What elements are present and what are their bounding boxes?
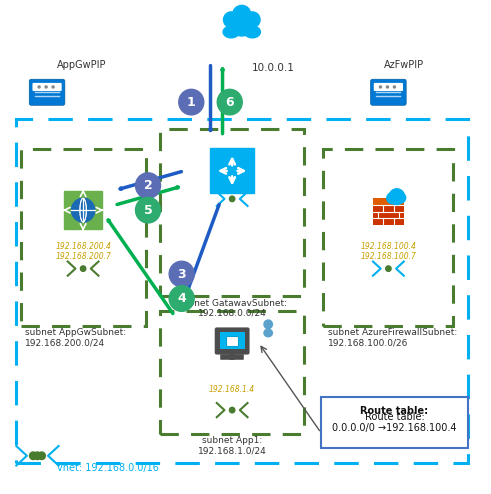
Circle shape [81, 266, 86, 271]
Text: 192.168.200.4
192.168.200.7: 192.168.200.4 192.168.200.7 [55, 242, 111, 261]
Circle shape [229, 408, 235, 413]
Text: Route table:: Route table: [360, 406, 429, 416]
Text: AzFwPIP: AzFwPIP [383, 60, 424, 70]
Circle shape [387, 193, 398, 204]
FancyBboxPatch shape [373, 198, 404, 205]
Text: subnet App1:
192.168.1.0/24: subnet App1: 192.168.1.0/24 [198, 436, 267, 455]
Circle shape [393, 86, 395, 88]
Circle shape [38, 86, 40, 88]
Text: 5: 5 [144, 204, 152, 217]
Text: 192.168.100.4
192.168.100.7: 192.168.100.4 192.168.100.7 [360, 242, 416, 261]
Text: 10.0.0.1: 10.0.0.1 [251, 63, 294, 73]
Text: AppGwPIP: AppGwPIP [56, 60, 106, 70]
Text: 1: 1 [187, 96, 195, 109]
Ellipse shape [244, 26, 260, 38]
Circle shape [38, 452, 45, 459]
Text: subnet AzureFirewallSubnet:
192.168.100.0/26: subnet AzureFirewallSubnet: 192.168.100.… [328, 328, 458, 347]
Circle shape [169, 286, 194, 311]
Text: Route table:
0.0.0.0/0 →192.168.100.4: Route table: 0.0.0.0/0 →192.168.100.4 [332, 412, 457, 433]
Circle shape [396, 193, 406, 203]
Circle shape [136, 173, 161, 199]
Text: vnet: 192.168.0.0/16: vnet: 192.168.0.0/16 [56, 463, 159, 473]
Circle shape [386, 266, 391, 271]
Ellipse shape [264, 329, 273, 337]
Circle shape [52, 86, 54, 88]
FancyBboxPatch shape [321, 397, 468, 449]
Circle shape [45, 86, 47, 88]
Circle shape [29, 452, 37, 459]
Circle shape [217, 89, 242, 115]
FancyBboxPatch shape [374, 83, 403, 91]
Text: 3: 3 [177, 268, 186, 281]
Circle shape [389, 189, 405, 205]
Circle shape [34, 452, 41, 459]
Text: 192.168.1.4: 192.168.1.4 [209, 384, 255, 394]
FancyBboxPatch shape [215, 328, 249, 355]
Text: 4: 4 [177, 292, 186, 305]
Ellipse shape [232, 22, 251, 36]
Circle shape [136, 198, 161, 223]
Circle shape [72, 198, 95, 222]
Circle shape [169, 261, 194, 287]
Circle shape [229, 196, 235, 202]
Text: 2: 2 [144, 179, 152, 192]
Text: subnet GatawavSubnet:
192.168.0.0/24: subnet GatawavSubnet: 192.168.0.0/24 [178, 298, 287, 318]
FancyBboxPatch shape [226, 336, 238, 346]
FancyBboxPatch shape [373, 198, 404, 225]
Circle shape [386, 86, 388, 88]
FancyBboxPatch shape [220, 332, 245, 349]
Circle shape [264, 320, 273, 329]
FancyBboxPatch shape [32, 83, 62, 91]
Circle shape [223, 12, 239, 28]
Circle shape [380, 86, 382, 88]
Ellipse shape [223, 26, 239, 38]
Text: subnet AppGwSubnet:
192.168.200.0/24: subnet AppGwSubnet: 192.168.200.0/24 [26, 328, 127, 347]
FancyBboxPatch shape [371, 79, 406, 105]
Circle shape [179, 89, 204, 115]
FancyBboxPatch shape [29, 79, 65, 105]
Text: 6: 6 [225, 96, 234, 109]
Circle shape [245, 12, 260, 28]
Circle shape [233, 5, 251, 24]
